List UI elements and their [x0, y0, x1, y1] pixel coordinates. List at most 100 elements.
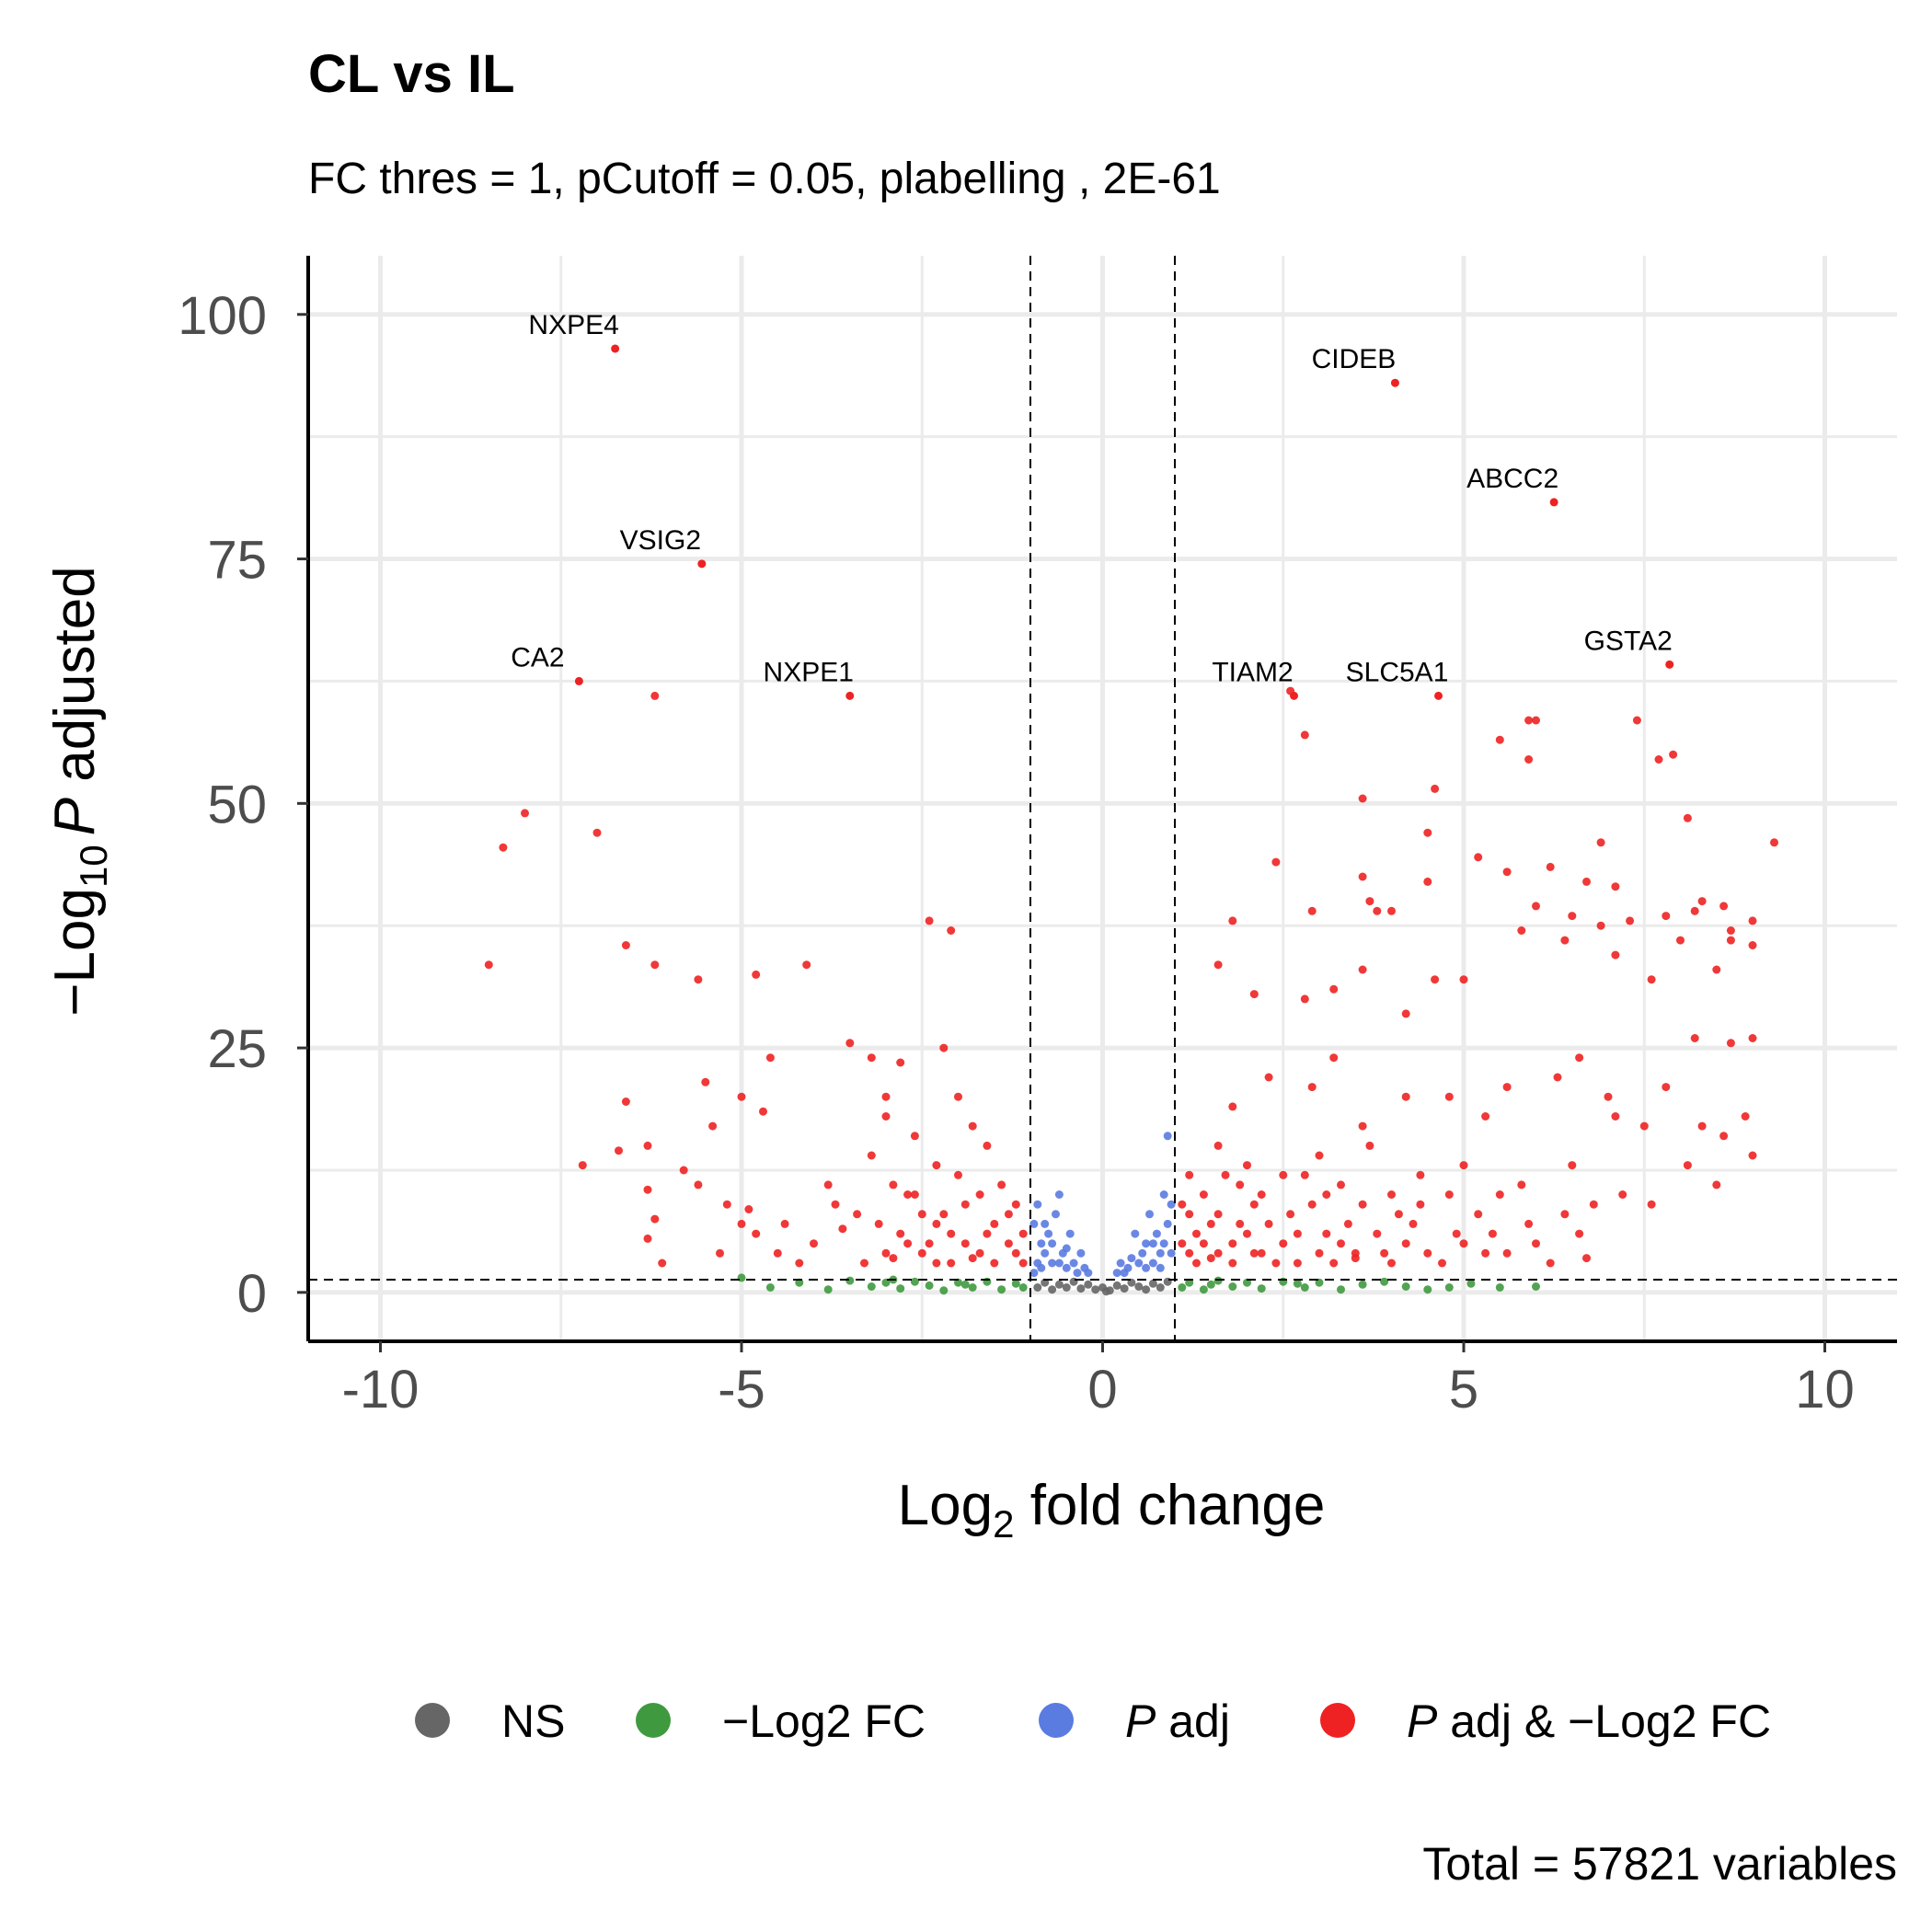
data-point: [1018, 1229, 1028, 1238]
data-point: [1084, 1269, 1093, 1278]
data-point: [1322, 1190, 1331, 1199]
data-point: [1199, 1239, 1208, 1248]
data-point: [1199, 1285, 1208, 1294]
gene-label-tiam2: TIAM2: [1212, 657, 1293, 687]
data-point: [1343, 1219, 1352, 1228]
data-point: [1037, 1263, 1046, 1272]
gene-label-vsig2: VSIG2: [620, 525, 701, 556]
data-point: [1387, 1259, 1396, 1268]
data-point: [1337, 1180, 1345, 1190]
data-point: [1502, 868, 1512, 877]
data-point: [853, 1210, 862, 1219]
data-point: [1365, 897, 1374, 906]
data-point: [960, 1239, 970, 1248]
data-point: [1213, 1210, 1223, 1219]
data-point: [744, 1205, 753, 1213]
data-point: [975, 1248, 984, 1258]
data-point: [1029, 1219, 1039, 1228]
x-tick-label: 5: [1449, 1360, 1478, 1420]
data-point: [1167, 1200, 1176, 1209]
data-point: [1401, 1239, 1410, 1248]
data-point: [1134, 1282, 1144, 1291]
data-point: [1054, 1259, 1064, 1268]
data-point: [1279, 1239, 1288, 1248]
data-point: [1459, 1161, 1468, 1170]
data-point: [1481, 1112, 1490, 1121]
data-point: [1726, 926, 1735, 935]
data-point: [1409, 1219, 1418, 1228]
data-point: [737, 1219, 746, 1228]
data-point: [1300, 1283, 1309, 1292]
data-point: [1568, 1161, 1577, 1170]
data-point: [737, 1273, 746, 1282]
caption-total: Total = 57821 variables: [1422, 1838, 1897, 1890]
data-point: [752, 970, 761, 979]
gene-label-ca2: CA2: [511, 642, 564, 672]
data-point: [1142, 1285, 1151, 1294]
data-point: [1719, 1132, 1729, 1141]
data-point: [1683, 813, 1692, 822]
legend-label-p: P adj: [1125, 1695, 1230, 1747]
data-point: [1474, 1210, 1483, 1219]
threshold-lines: [308, 256, 1897, 1341]
data-point: [643, 1141, 652, 1150]
data-point: [643, 1234, 652, 1243]
data-point: [802, 960, 811, 970]
data-point: [1726, 936, 1735, 945]
data-point: [1156, 1248, 1165, 1258]
data-point: [1293, 1259, 1302, 1268]
data-point: [521, 809, 529, 818]
data-point: [896, 1229, 905, 1238]
data-point: [845, 1276, 855, 1285]
data-point: [1444, 1092, 1454, 1101]
data-point: [1091, 1285, 1100, 1294]
data-point: [650, 691, 660, 700]
data-point: [1647, 975, 1656, 984]
data-point: [1466, 1279, 1476, 1288]
data-point: [1213, 1276, 1223, 1285]
x-tick-label: -10: [342, 1360, 420, 1420]
data-point: [1228, 1102, 1237, 1111]
data-point-cideb: [1390, 378, 1399, 387]
data-point: [896, 1058, 905, 1067]
gene-label-abcc2: ABCC2: [1466, 464, 1558, 494]
data-point: [1315, 1151, 1324, 1160]
data-point: [1076, 1284, 1086, 1293]
data-point: [1401, 1009, 1410, 1018]
data-point: [983, 1141, 992, 1150]
data-point: [1156, 1263, 1165, 1272]
data-point: [1431, 784, 1440, 793]
data-point: [1575, 1229, 1584, 1238]
data-point: [1748, 1151, 1757, 1160]
data-point: [1206, 1254, 1215, 1263]
data-point: [1112, 1281, 1121, 1290]
data-point: [737, 1092, 746, 1101]
data-point: [968, 1283, 977, 1292]
data-point: [1300, 1170, 1309, 1179]
data-point: [1532, 1282, 1540, 1291]
data-point: [810, 1239, 818, 1248]
data-point: [903, 1190, 913, 1199]
data-point: [1228, 916, 1237, 925]
data-points: [484, 344, 1778, 1296]
data-point: [1452, 1229, 1461, 1238]
data-point: [1185, 1248, 1194, 1258]
data-point: [1351, 1248, 1360, 1258]
data-point: [1041, 1219, 1050, 1228]
data-point: [658, 1259, 667, 1268]
data-point: [1065, 1229, 1075, 1238]
x-tick-label: -5: [718, 1360, 765, 1420]
data-point: [1337, 1239, 1345, 1248]
data-point-abcc2: [1549, 498, 1558, 507]
data-point: [997, 1180, 1006, 1190]
gene-label-gsta2: GSTA2: [1584, 626, 1673, 656]
data-point: [1697, 897, 1707, 906]
data-point: [1076, 1248, 1086, 1258]
data-point: [1712, 1180, 1721, 1190]
data-point: [1206, 1219, 1215, 1228]
data-point: [960, 1200, 970, 1209]
data-point: [1748, 1034, 1757, 1042]
data-point: [1018, 1259, 1028, 1268]
data-point: [1029, 1269, 1039, 1278]
data-point: [701, 1077, 710, 1086]
